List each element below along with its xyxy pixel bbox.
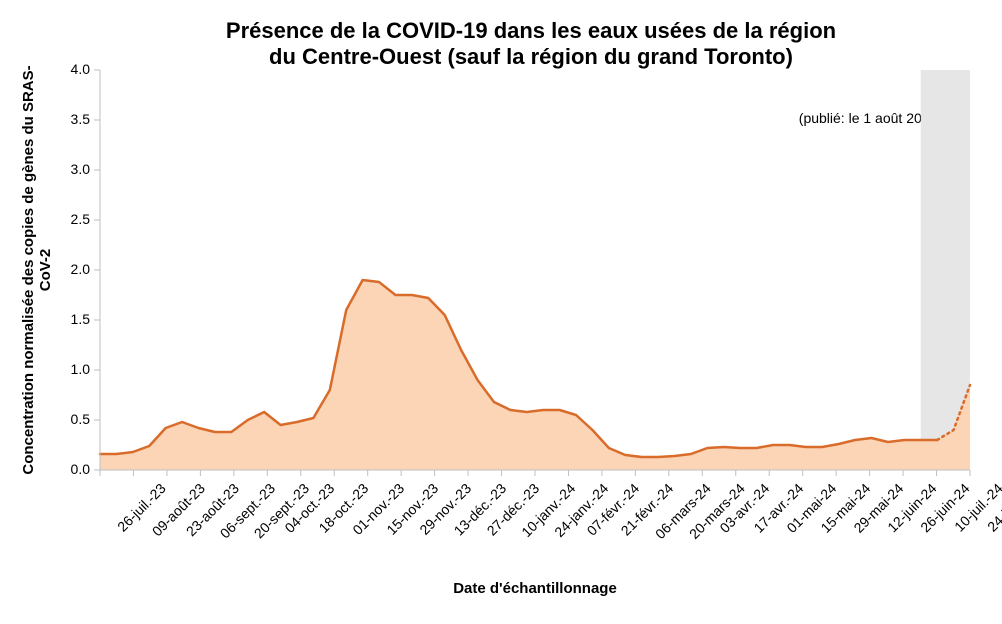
title-line-1: Présence de la COVID-19 dans les eaux us… [226,18,836,43]
chart-container: Présence de la COVID-19 dans les eaux us… [0,0,1002,624]
y-ticks [94,70,100,470]
y-tick-label: 2.5 [50,211,90,227]
chart-title: Présence de la COVID-19 dans les eaux us… [100,18,962,71]
x-axis-label: Date d'échantillonnage [100,580,970,597]
y-tick-label: 1.0 [50,361,90,377]
y-tick-label: 0.0 [50,461,90,477]
area-fill [100,280,970,470]
plot-area [100,70,970,470]
y-tick-label: 2.0 [50,261,90,277]
x-ticks [100,470,970,476]
y-tick-label: 4.0 [50,61,90,77]
y-tick-label: 0.5 [50,411,90,427]
y-tick-label: 3.0 [50,161,90,177]
y-axis-label: Concentration normalisée des copies de g… [20,50,54,490]
title-line-2: du Centre-Ouest (sauf la région du grand… [269,44,793,69]
y-tick-label: 3.5 [50,111,90,127]
y-tick-label: 1.5 [50,311,90,327]
